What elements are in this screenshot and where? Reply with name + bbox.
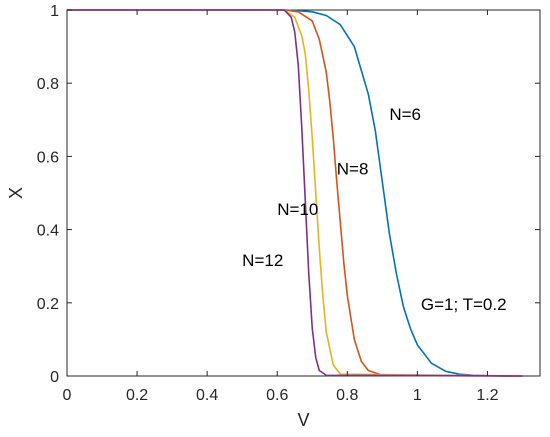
series-line-n-8 [67,9,523,377]
y-tick-label: 0.4 [37,223,59,240]
y-tick-label: 0 [50,369,59,386]
y-tick-label: 1 [50,3,59,20]
annotation-label: G=1; T=0.2 [421,295,507,314]
series-line-n-10 [67,9,523,377]
y-tick-label: 0.8 [37,76,59,93]
y-tick-label: 0.2 [37,296,59,313]
x-tick-label: 0.2 [126,387,148,404]
annotation-layer: N=6 N=8 N=10 N=12 G=1; T=0.2 [242,105,506,314]
series-layer [67,9,523,377]
x-tick-label: 0.8 [336,387,358,404]
y-tick-label: 0.6 [37,149,59,166]
tick-layer: 0 0.2 0.4 0.6 0.8 1 1.2 0 0.2 0.4 0.6 0.8 1 [37,3,540,404]
annotation-label: N=6 [389,105,421,124]
y-axis-label: X [6,187,26,199]
x-tick-label: 0.4 [196,387,218,404]
annotation-label: N=12 [242,251,283,270]
annotation-label: N=10 [277,200,318,219]
series-line-n-12 [67,9,523,377]
x-tick-label: 1.2 [476,387,498,404]
x-tick-label: 0 [63,387,72,404]
x-axis-label: V [297,410,309,430]
x-tick-label: 1 [413,387,422,404]
x-tick-label: 0.6 [266,387,288,404]
plot-area [66,9,541,377]
annotation-label: N=8 [337,160,369,179]
